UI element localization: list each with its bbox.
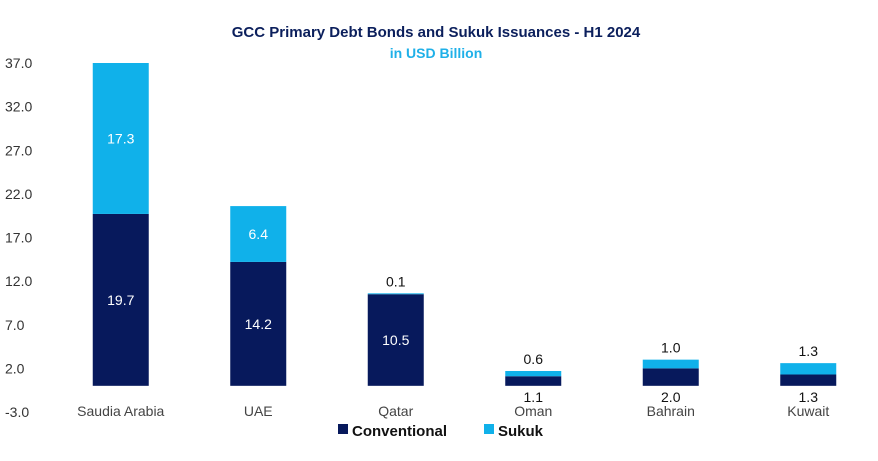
data-label-sukuk: 1.3 bbox=[799, 343, 819, 359]
x-tick-label: UAE bbox=[244, 403, 273, 419]
data-label-sukuk: 6.4 bbox=[249, 226, 269, 242]
y-tick-label: 12.0 bbox=[5, 273, 32, 289]
data-label-sukuk: 0.6 bbox=[524, 351, 544, 367]
data-label-conventional: 1.3 bbox=[799, 389, 819, 405]
bar-conventional-uae bbox=[230, 261, 287, 386]
x-axis-labels: Saudia Arabia UAE Qatar Oman Bahrain Kuwait bbox=[77, 403, 829, 419]
bar-conventional-saudia-arabia bbox=[92, 213, 149, 386]
data-label-sukuk: 1.0 bbox=[661, 340, 681, 356]
y-tick-label: 32.0 bbox=[5, 99, 32, 115]
y-tick-label: 7.0 bbox=[5, 317, 25, 333]
x-tick-label: Bahrain bbox=[647, 403, 695, 419]
data-label-conventional: 14.2 bbox=[245, 316, 272, 332]
bars bbox=[92, 63, 837, 386]
bar-sukuk-saudia-arabia bbox=[92, 63, 149, 214]
bar-sukuk-kuwait bbox=[780, 363, 837, 375]
y-tick-label: 27.0 bbox=[5, 142, 32, 158]
y-tick-label: 22.0 bbox=[5, 186, 32, 202]
legend-label-conventional: Conventional bbox=[352, 423, 447, 440]
bar-sukuk-uae bbox=[230, 206, 287, 262]
data-label-conventional: 10.5 bbox=[382, 332, 409, 348]
x-tick-label: Saudia Arabia bbox=[77, 403, 164, 419]
data-label-conventional: 2.0 bbox=[661, 389, 681, 405]
y-tick-label: -3.0 bbox=[5, 404, 29, 420]
bar-conventional-kuwait bbox=[780, 374, 837, 386]
x-tick-label: Qatar bbox=[378, 403, 413, 419]
y-tick-label: 17.0 bbox=[5, 230, 32, 246]
legend-swatch-sukuk bbox=[484, 424, 494, 434]
data-labels: 19.7 17.3 14.2 6.4 10.5 0.1 1.1 0.6 2.0 1.0 1.3 1.3 bbox=[107, 130, 818, 404]
bar-sukuk-qatar bbox=[367, 293, 424, 295]
bar-conventional-oman bbox=[505, 376, 562, 386]
legend-label-sukuk: Sukuk bbox=[498, 423, 544, 440]
bar-sukuk-bahrain bbox=[642, 359, 699, 369]
y-tick-label: 2.0 bbox=[5, 360, 25, 376]
data-label-conventional: 1.1 bbox=[524, 389, 544, 405]
chart-title: GCC Primary Debt Bonds and Sukuk Issuanc… bbox=[232, 24, 641, 41]
data-label-sukuk: 0.1 bbox=[386, 273, 406, 289]
data-label-conventional: 19.7 bbox=[107, 292, 134, 308]
bar-sukuk-oman bbox=[505, 370, 562, 377]
x-tick-label: Kuwait bbox=[787, 403, 829, 419]
chart-subtitle: in USD Billion bbox=[390, 45, 483, 61]
y-axis-ticks: 37.0 32.0 27.0 22.0 17.0 12.0 7.0 2.0 -3.0 bbox=[5, 55, 32, 420]
legend: Conventional Sukuk bbox=[338, 423, 544, 440]
y-tick-label: 37.0 bbox=[5, 55, 32, 71]
data-label-sukuk: 17.3 bbox=[107, 130, 134, 146]
x-tick-label: Oman bbox=[514, 403, 552, 419]
legend-swatch-conventional bbox=[338, 424, 348, 434]
bar-conventional-bahrain bbox=[642, 368, 699, 386]
bar-conventional-qatar bbox=[367, 294, 424, 386]
